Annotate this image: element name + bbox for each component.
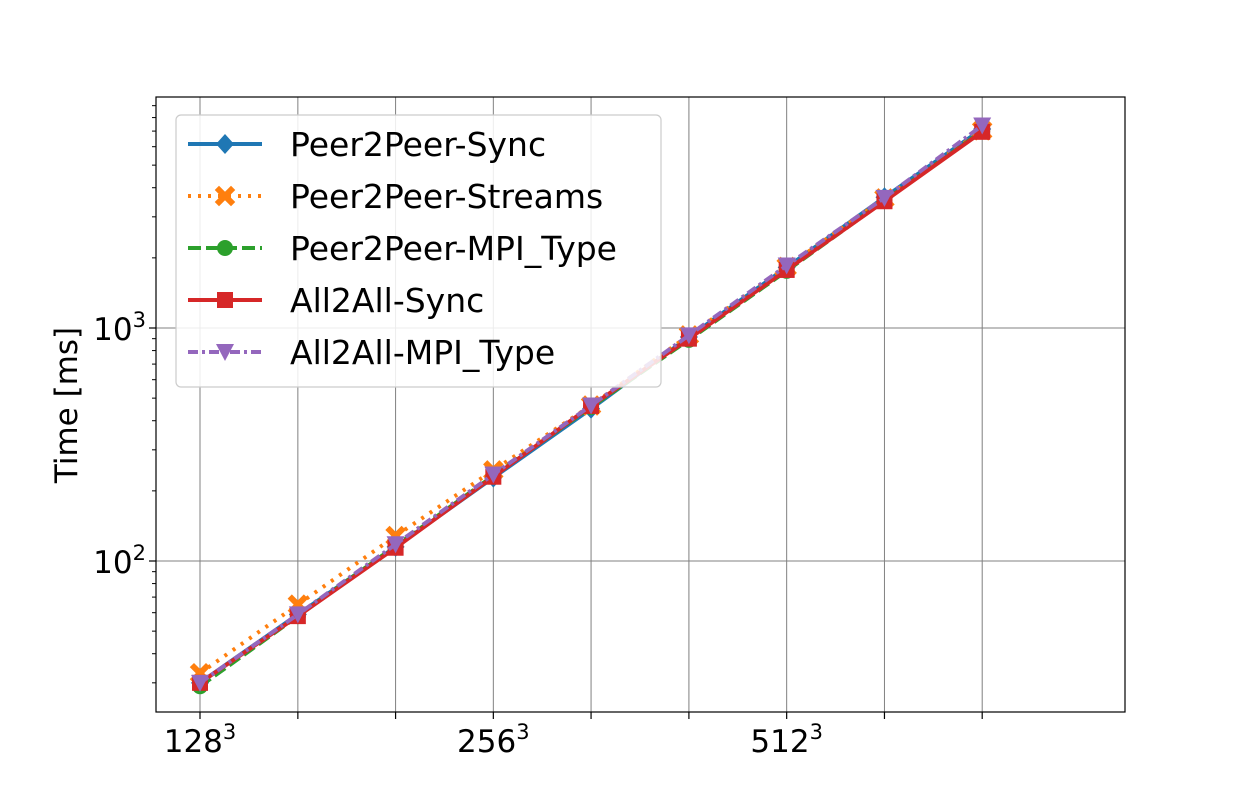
data-point [582,397,601,415]
legend-marker [216,134,234,154]
legend-marker [217,240,233,256]
x-tick-label: 1283 [164,720,237,760]
series-line [198,123,984,685]
legend-marker [216,344,234,361]
legend-label: Peer2Peer-MPI_Type [290,229,617,268]
legend-entry: Peer2Peer-Streams [188,177,603,216]
data-point [484,466,503,484]
y-axis-label: Time [ms] [49,327,85,484]
axis-ticks: 1283 2563 5123 102 103 [93,105,983,760]
legend-label: Peer2Peer-Sync [290,125,546,164]
y-tick-label: 102 [93,541,146,581]
legend-entry: Peer2Peer-Sync [188,125,546,164]
legend-label: Peer2Peer-Streams [290,177,603,216]
x-marker-stroke [214,185,236,207]
legend: Peer2Peer-Sync Peer2Peer-Streams Peer2Peer… [175,114,662,388]
data-point [191,674,209,692]
data-point [777,257,796,275]
y-tick-label: 103 [93,308,146,348]
legend-label: All2All-Sync [290,281,484,320]
series-all2all-mpi-type [191,117,992,692]
legend-box [175,114,662,388]
data-point [973,117,992,135]
series-lines [189,117,993,695]
legend-label: All2All-MPI_Type [290,333,555,372]
legend-marker [217,292,233,308]
x-tick-label: 5123 [750,720,823,760]
legend-entry: All2All-MPI_Type [188,333,555,372]
data-point [679,327,698,345]
legend-entry: Peer2Peer-MPI_Type [188,229,617,268]
x-tick-label: 2563 [457,720,530,760]
data-point [875,189,894,207]
legend-marker [214,185,236,207]
legend-entry: All2All-Sync [188,281,484,320]
plot-frame [155,96,1126,713]
data-point [386,536,405,554]
data-point [288,606,307,624]
